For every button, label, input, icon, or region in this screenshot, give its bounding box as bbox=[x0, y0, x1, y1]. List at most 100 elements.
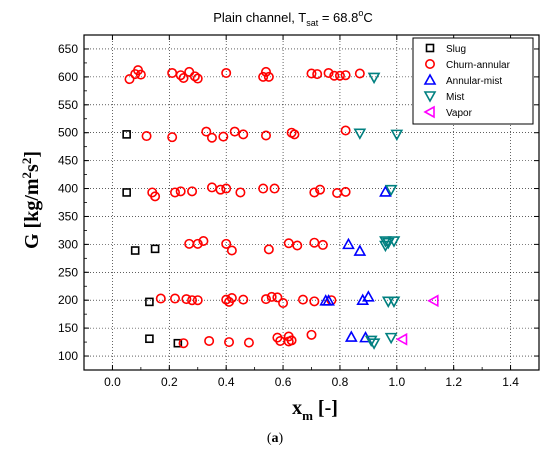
plot-frame bbox=[83, 34, 540, 371]
data-point-circle bbox=[221, 67, 232, 78]
y-tick-label: 600 bbox=[58, 70, 78, 84]
legend-label: Slug bbox=[446, 44, 466, 55]
data-point-circle bbox=[258, 183, 269, 194]
data-point-square bbox=[150, 244, 160, 254]
data-point-triangle-down bbox=[353, 128, 367, 140]
data-point-circle bbox=[238, 129, 249, 140]
ylabel-mid: s bbox=[21, 164, 43, 172]
title-middle: = 68.8 bbox=[318, 10, 358, 25]
data-point-circle bbox=[260, 66, 271, 77]
legend-item: Churn-annular bbox=[424, 58, 511, 71]
title-suffix: C bbox=[363, 10, 372, 25]
data-point-triangle-up bbox=[322, 294, 335, 306]
data-point-circle bbox=[312, 69, 323, 80]
marker-layer bbox=[122, 65, 439, 350]
data-point-circle bbox=[187, 295, 198, 306]
data-point-circle bbox=[175, 70, 186, 81]
series-slug bbox=[122, 130, 183, 348]
x-tick-label: 1.2 bbox=[445, 375, 462, 389]
data-point-circle bbox=[309, 237, 320, 248]
data-point-triangle-left bbox=[427, 294, 439, 308]
data-point-triangle-down bbox=[379, 240, 392, 253]
data-point-square bbox=[130, 246, 140, 255]
ylabel-sup: 2 bbox=[19, 172, 34, 179]
data-point-circle bbox=[155, 293, 166, 304]
data-point-circle bbox=[306, 68, 317, 79]
series-annular-mist bbox=[319, 185, 392, 343]
y-tick-label: 200 bbox=[58, 293, 78, 307]
legend-label: Churn-annular bbox=[446, 60, 511, 71]
data-point-circle bbox=[221, 294, 232, 305]
y-tick-label: 550 bbox=[58, 98, 78, 112]
legend-item: Annular-mist bbox=[423, 73, 502, 87]
x-tick-label: 1.0 bbox=[388, 375, 405, 389]
data-point-circle bbox=[269, 183, 280, 194]
data-point-circle bbox=[150, 191, 161, 202]
data-point-circle bbox=[189, 71, 200, 82]
data-point-triangle-down bbox=[390, 129, 404, 142]
data-point-circle bbox=[329, 70, 340, 81]
x-tick-label: 0.4 bbox=[218, 375, 235, 389]
y-tick-label: 450 bbox=[58, 154, 78, 168]
data-point-triangle-down bbox=[387, 236, 401, 248]
data-point-square bbox=[145, 334, 154, 344]
data-point-circle bbox=[226, 245, 237, 256]
data-point-triangle-down bbox=[367, 72, 381, 85]
data-point-square bbox=[122, 188, 131, 197]
data-point-circle bbox=[258, 71, 269, 82]
caption-open: ( bbox=[267, 431, 272, 446]
data-point-circle bbox=[218, 131, 229, 142]
tick-layer: 0.0 0.2 0.4 0.6 0.8 1.0 1.2 1.4 100 150 200 250 300 3… bbox=[58, 34, 540, 389]
caption-letter: a bbox=[272, 431, 279, 446]
data-point-circle bbox=[263, 71, 274, 82]
x-tick-label: 0.8 bbox=[332, 375, 349, 389]
xlabel-sub: m bbox=[302, 408, 313, 423]
data-point-circle bbox=[229, 126, 240, 137]
data-point-circle bbox=[272, 292, 283, 303]
data-point-circle bbox=[235, 187, 246, 198]
data-point-triangle-up bbox=[344, 330, 358, 342]
y-tick-label: 250 bbox=[58, 265, 78, 279]
y-tick-label: 350 bbox=[58, 209, 78, 223]
legend-marker-triangle-down bbox=[423, 91, 437, 103]
data-point-circle bbox=[260, 294, 271, 305]
data-point-circle bbox=[266, 291, 277, 302]
ylabel-main: G [kg/m bbox=[21, 178, 43, 249]
xlabel-main: x bbox=[292, 397, 302, 419]
data-point-circle bbox=[289, 129, 300, 140]
data-point-circle bbox=[309, 187, 320, 198]
data-point-circle bbox=[334, 70, 345, 81]
data-point-triangle-down bbox=[384, 184, 398, 197]
y-axis-label: G [kg/m2s2] bbox=[19, 151, 43, 249]
data-point-circle bbox=[178, 338, 189, 349]
y-tick-label: 400 bbox=[58, 182, 78, 196]
data-point-circle bbox=[204, 335, 215, 346]
y-tick-label: 150 bbox=[58, 321, 78, 335]
data-point-circle bbox=[306, 329, 317, 340]
data-point-circle bbox=[315, 184, 326, 195]
data-point-circle bbox=[192, 295, 203, 306]
legend-marker-triangle-left bbox=[423, 105, 435, 119]
data-point-circle bbox=[175, 186, 186, 197]
data-point-circle bbox=[170, 187, 181, 198]
x-axis-label: xm [-] bbox=[292, 397, 338, 423]
data-point-triangle-up bbox=[356, 293, 370, 306]
data-point-triangle-up bbox=[342, 237, 355, 250]
x-tick-label: 1.4 bbox=[502, 375, 519, 389]
data-point-triangle-down bbox=[384, 332, 398, 345]
data-point-circle bbox=[226, 292, 237, 303]
legend-item: Slug bbox=[425, 43, 466, 55]
data-point-circle bbox=[135, 69, 146, 80]
data-point-square bbox=[173, 338, 183, 348]
y-tick-label: 650 bbox=[58, 42, 78, 56]
ylabel-end: ] bbox=[21, 151, 43, 158]
legend-marker-circle bbox=[424, 58, 435, 69]
data-point-circle bbox=[201, 126, 212, 137]
series-mist bbox=[353, 72, 404, 350]
data-point-circle bbox=[215, 184, 226, 195]
title-prefix: Plain channel, T bbox=[213, 10, 306, 25]
data-point-circle bbox=[292, 240, 303, 251]
data-point-circle bbox=[167, 132, 178, 143]
data-point-circle bbox=[354, 68, 365, 79]
